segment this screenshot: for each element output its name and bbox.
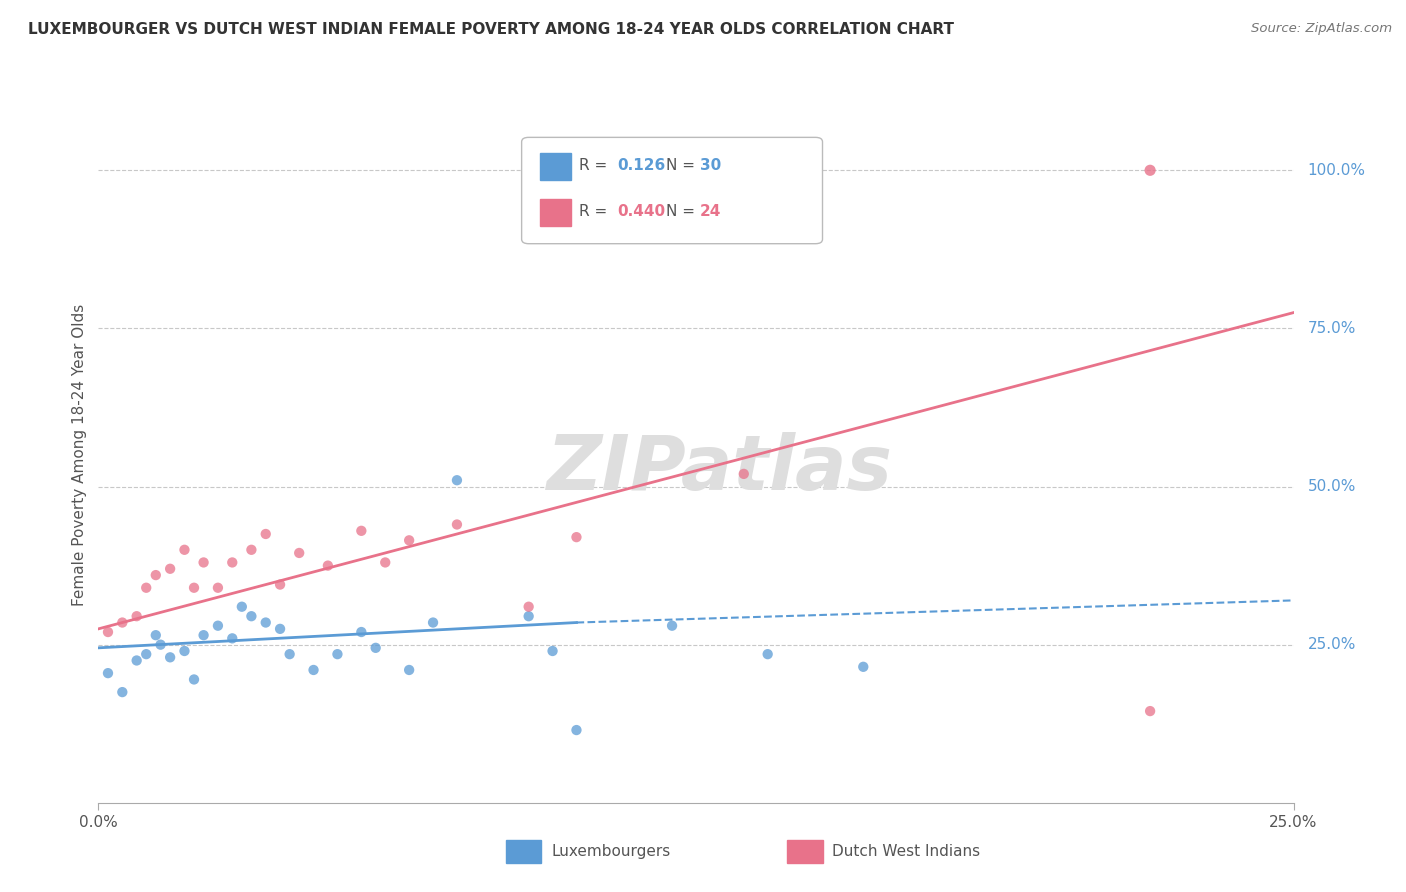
Point (398, 663, 420, 677)
Text: 75.0%: 75.0% (1308, 321, 1355, 336)
Point (278, 647, 301, 661)
Point (302, 663, 325, 677)
Point (97, 625, 120, 640)
Text: 100.0%: 100.0% (1308, 163, 1365, 178)
Point (159, 650, 181, 665)
Point (398, 533, 420, 548)
Text: Luxembourgers: Luxembourgers (551, 845, 671, 859)
Point (374, 556, 396, 570)
Point (240, 542, 263, 557)
Point (221, 556, 243, 570)
Point (125, 609, 148, 624)
Text: Source: ZipAtlas.com: Source: ZipAtlas.com (1251, 22, 1392, 36)
Y-axis label: Female Poverty Among 18-24 Year Olds: Female Poverty Among 18-24 Year Olds (72, 304, 87, 606)
Point (145, 628, 167, 642)
Point (135, 581, 157, 595)
Point (350, 625, 373, 640)
Point (446, 517, 468, 532)
Point (145, 568, 167, 582)
Point (97, 666, 120, 681)
Point (316, 558, 339, 573)
Point (159, 562, 181, 576)
Point (269, 622, 291, 636)
Point (422, 615, 444, 630)
Point (173, 542, 195, 557)
Point (1139, 163, 1161, 178)
Point (111, 615, 134, 630)
Point (565, 723, 588, 737)
Text: 25.0%: 25.0% (1308, 637, 1355, 652)
Point (135, 647, 157, 661)
Point (254, 615, 277, 630)
Point (231, 599, 253, 614)
Text: LUXEMBOURGER VS DUTCH WEST INDIAN FEMALE POVERTY AMONG 18-24 YEAR OLDS CORRELATI: LUXEMBOURGER VS DUTCH WEST INDIAN FEMALE… (28, 22, 955, 37)
Text: R =: R = (579, 158, 613, 173)
Point (326, 647, 349, 661)
Point (173, 644, 195, 658)
Point (149, 638, 172, 652)
Point (1139, 704, 1161, 718)
Point (221, 632, 243, 646)
Point (733, 467, 755, 481)
Point (517, 599, 540, 614)
Point (541, 163, 564, 178)
Text: 24: 24 (700, 203, 721, 219)
Point (364, 640, 387, 655)
Point (661, 618, 683, 632)
Point (254, 527, 277, 541)
Text: 50.0%: 50.0% (1308, 479, 1355, 494)
Point (111, 685, 134, 699)
Point (288, 546, 311, 560)
Point (269, 577, 291, 591)
Point (183, 673, 205, 687)
Text: 30: 30 (700, 158, 721, 173)
Point (565, 530, 588, 544)
Point (240, 609, 263, 624)
Text: ZIPatlas: ZIPatlas (547, 432, 893, 506)
Text: N =: N = (666, 158, 700, 173)
Point (852, 660, 875, 674)
Point (207, 581, 229, 595)
Point (446, 473, 468, 487)
Text: 0.126: 0.126 (617, 158, 665, 173)
Text: 0.440: 0.440 (617, 203, 665, 219)
Point (193, 628, 215, 642)
Point (125, 653, 148, 667)
Point (207, 618, 229, 632)
Text: Dutch West Indians: Dutch West Indians (832, 845, 980, 859)
Point (756, 647, 779, 661)
Point (183, 581, 205, 595)
Point (350, 524, 373, 538)
Point (517, 609, 540, 624)
Text: N =: N = (666, 203, 700, 219)
Point (541, 644, 564, 658)
Text: R =: R = (579, 203, 613, 219)
Point (193, 556, 215, 570)
